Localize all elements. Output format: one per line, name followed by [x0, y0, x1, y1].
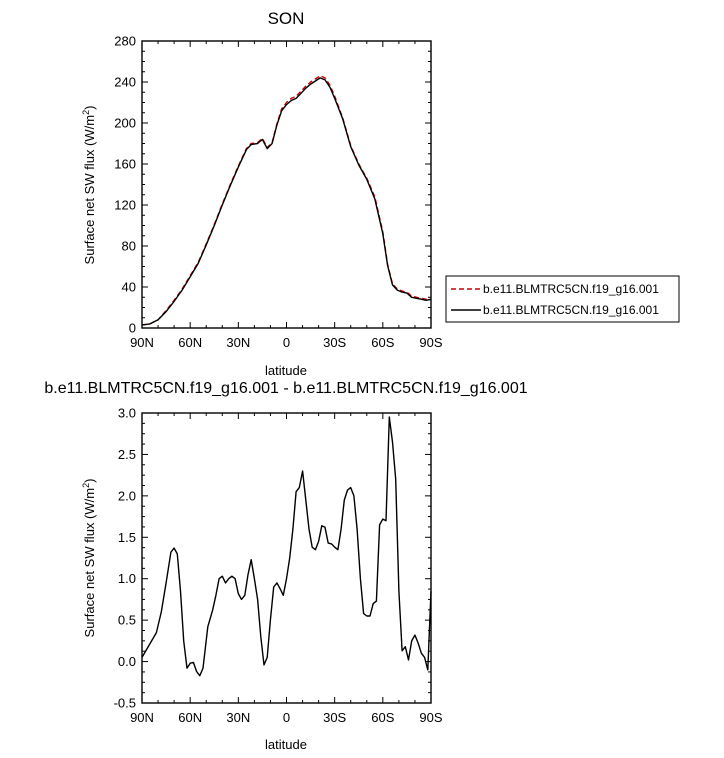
bottom-series-layer [141, 416, 432, 677]
bottom-y-tick-label: 3.0 [118, 406, 136, 421]
top-x-axis-label: latitude [265, 363, 307, 378]
bottom-y-tick-label: 2.0 [118, 488, 136, 503]
legend-box [445, 275, 680, 323]
bottom-chart-title: b.e11.BLMTRC5CN.f19_g16.001 - b.e11.BLMT… [44, 380, 527, 397]
top-y-tick-label: 240 [114, 75, 136, 90]
bottom-x-tick-label: 30S [323, 710, 346, 725]
bottom-chart: b.e11.BLMTRC5CN.f19_g16.001 - b.e11.BLMT… [44, 380, 527, 752]
top-y-tick-label: 80 [122, 239, 136, 254]
top-series-layer [141, 75, 432, 326]
top-y-tick-label: 40 [122, 280, 136, 295]
bottom-x-ticks: 90N 60N 30N 0 30S 60S 90S [130, 413, 443, 725]
legend-label-series-2: b.e11.BLMTRC5CN.f19_g16.001 [483, 303, 659, 317]
top-chart: SON 0 40 80 120 160 200 240 280 90N 60N 30N 0 30S 60… [81, 9, 443, 378]
bottom-y-axis-label: Surface net SW flux (W/m2) [81, 479, 97, 638]
top-y-tick-label: 280 [114, 34, 136, 49]
top-x-tick-label: 90N [130, 335, 154, 350]
top-x-tick-label: 90S [419, 335, 442, 350]
top-y-tick-label: 160 [114, 157, 136, 172]
top-x-tick-label: 60S [371, 335, 394, 350]
top-y-tick-label: 0 [129, 321, 136, 336]
top-x-tick-label: 30N [226, 335, 250, 350]
bottom-y-tick-label: 1.0 [118, 571, 136, 586]
top-series-line-2 [141, 77, 432, 326]
top-x-tick-label: 0 [283, 335, 290, 350]
bottom-x-tick-label: 30N [226, 710, 250, 725]
bottom-x-tick-label: 0 [283, 710, 290, 725]
top-y-tick-label: 120 [114, 198, 136, 213]
legend: b.e11.BLMTRC5CN.f19_g16.001 b.e11.BLMTRC… [445, 275, 680, 323]
bottom-x-tick-label: 90S [419, 710, 442, 725]
bottom-x-tick-label: 60N [178, 710, 202, 725]
top-y-ticks: 0 40 80 120 160 200 240 280 [114, 34, 431, 336]
top-chart-title: SON [268, 9, 305, 28]
bottom-y-tick-label: 0.0 [118, 654, 136, 669]
bottom-x-tick-label: 90N [130, 710, 154, 725]
bottom-y-tick-label: 2.5 [118, 447, 136, 462]
bottom-x-tick-label: 60S [371, 710, 394, 725]
bottom-y-ticks: -0.5 0.0 0.5 1.0 1.5 2.0 2.5 3.0 [114, 406, 431, 711]
bottom-y-tick-label: 0.5 [118, 613, 136, 628]
bottom-y-tick-label: -0.5 [114, 696, 136, 711]
top-y-axis-label: Surface net SW flux (W/m2) [81, 106, 97, 265]
top-series-line-1 [141, 75, 431, 326]
top-x-ticks: 90N 60N 30N 0 30S 60S 90S [130, 41, 443, 350]
bottom-y-tick-label: 1.5 [118, 530, 136, 545]
top-x-tick-label: 30S [323, 335, 346, 350]
legend-label-series-1: b.e11.BLMTRC5CN.f19_g16.001 [483, 282, 659, 296]
top-y-tick-label: 200 [114, 116, 136, 131]
bottom-x-axis-label: latitude [265, 737, 307, 752]
top-x-tick-label: 60N [178, 335, 202, 350]
bottom-series-line-1 [141, 416, 432, 677]
